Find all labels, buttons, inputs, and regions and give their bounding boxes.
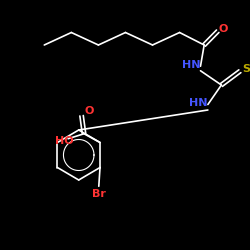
Text: S: S xyxy=(242,64,250,74)
Text: O: O xyxy=(218,24,228,34)
Text: HN: HN xyxy=(189,98,208,108)
Text: HN: HN xyxy=(182,60,201,70)
Text: O: O xyxy=(84,106,94,116)
Text: HO: HO xyxy=(54,136,73,146)
Text: Br: Br xyxy=(92,189,106,199)
